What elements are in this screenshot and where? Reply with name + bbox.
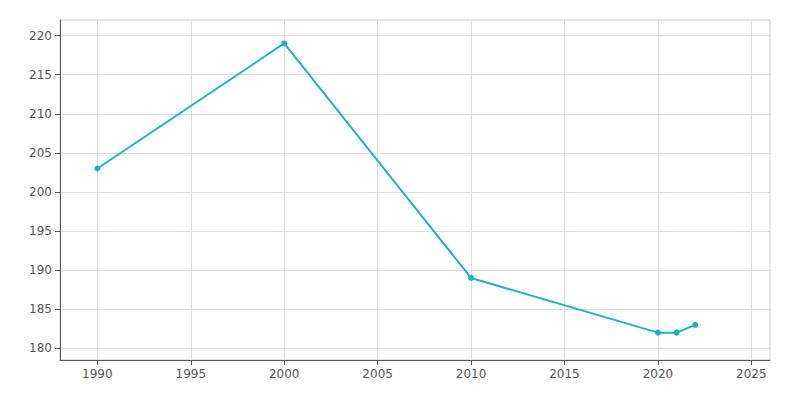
svg-text:2010: 2010	[456, 367, 487, 381]
svg-text:1990: 1990	[82, 367, 113, 381]
svg-text:180: 180	[29, 341, 52, 355]
svg-text:210: 210	[29, 107, 52, 121]
svg-text:205: 205	[29, 146, 52, 160]
svg-text:220: 220	[29, 29, 52, 43]
svg-text:215: 215	[29, 68, 52, 82]
svg-text:1995: 1995	[176, 367, 207, 381]
svg-text:185: 185	[29, 302, 52, 316]
svg-text:2005: 2005	[362, 367, 393, 381]
svg-text:2000: 2000	[269, 367, 300, 381]
svg-text:195: 195	[29, 224, 52, 238]
svg-text:2015: 2015	[549, 367, 580, 381]
svg-text:200: 200	[29, 185, 52, 199]
svg-text:2020: 2020	[643, 367, 674, 381]
svg-text:2025: 2025	[736, 367, 767, 381]
svg-text:190: 190	[29, 263, 52, 277]
